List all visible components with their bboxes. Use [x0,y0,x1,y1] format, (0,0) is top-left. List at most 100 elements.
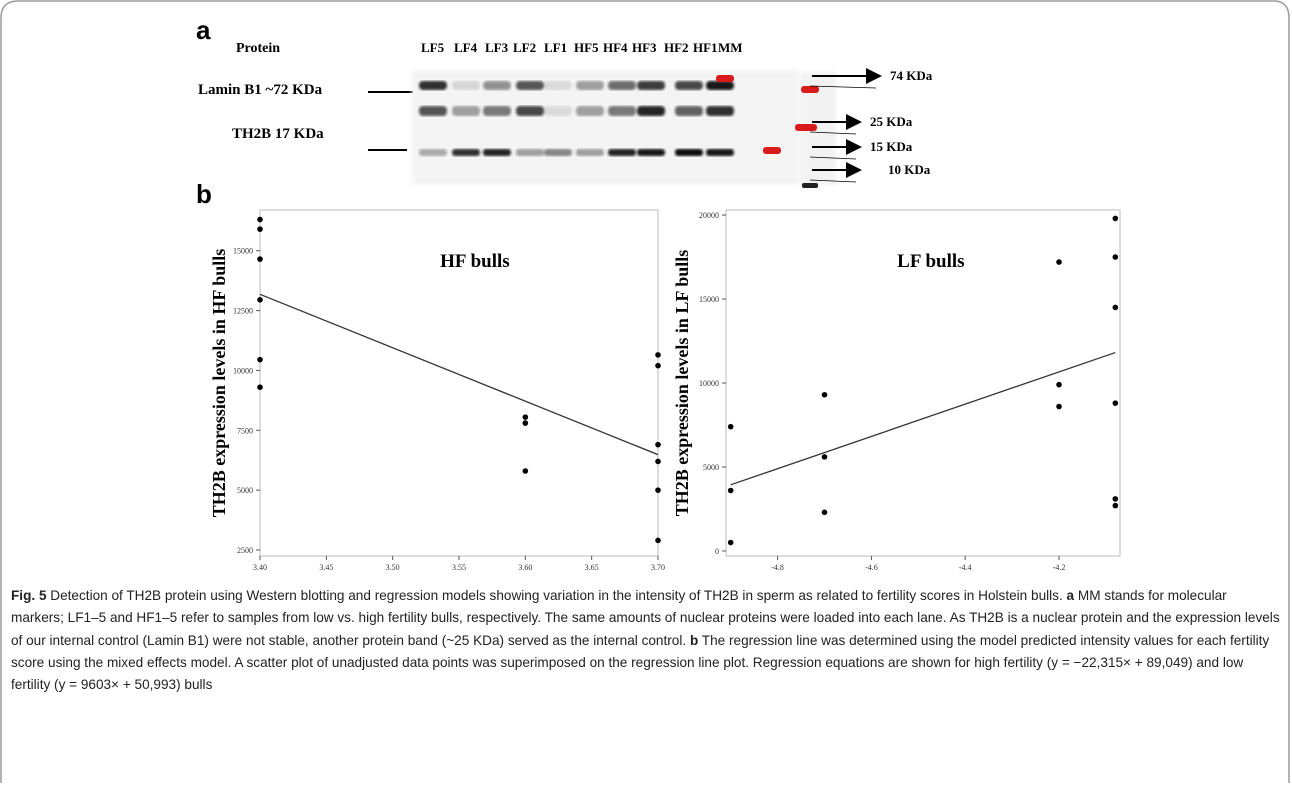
lane-label-hf4: HF4 [603,40,628,55]
band-25kda [516,106,544,116]
lane-label-lf2: LF2 [513,40,536,55]
data-point [257,226,263,232]
data-point [655,487,661,493]
data-point [522,420,529,426]
band-lamin [516,81,544,90]
data-point [522,468,529,474]
band-lamin [637,81,665,90]
saturated-band [716,75,734,82]
band-th2b [576,149,604,156]
x-tick-label: 3.55 [452,563,466,572]
saturated-band [763,147,781,154]
marker-label: 15 KDa [870,139,913,154]
y-tick-label: 20000 [699,211,719,220]
caption-fig-label: Fig. 5 [11,588,47,603]
panel-b-letter: b [196,179,212,209]
band-25kda [608,106,636,116]
band-25kda [419,106,447,116]
data-point [1112,502,1119,509]
band-th2b [419,149,447,156]
data-point [727,423,734,430]
y-tick-label: 15000 [699,295,719,304]
panel-a-letter: a [196,15,211,45]
y-axis-label: TH2B expression levels in LF bulls [672,250,692,517]
band-25kda [637,106,665,116]
chart-title: HF bulls [440,251,510,272]
caption-intro: Detection of TH2B protein using Western … [46,588,1067,603]
band-lamin [608,81,636,90]
regression-line [259,293,659,456]
y-tick-label: 5000 [237,486,253,495]
data-point [821,391,828,398]
row-label-th2b: TH2B 17 KDa [232,126,324,142]
data-point [727,539,734,546]
data-point [655,458,661,465]
y-tick-label: 0 [715,547,719,556]
y-tick-label: 7500 [237,426,253,435]
marker-underline [809,179,857,183]
band-th2b [516,149,544,156]
band-lamin [675,81,703,90]
x-tick-label: 3.70 [651,563,665,572]
marker-label: 74 KDa [890,68,933,83]
lane-label-lf4: LF4 [454,40,478,55]
lane-label-hf2: HF2 [664,40,689,55]
data-point [1112,254,1119,260]
data-point [1112,496,1119,502]
band-25kda [706,106,734,116]
data-point [821,509,828,516]
saturated-band [795,124,817,131]
y-tick-label: 12500 [233,307,253,316]
western-blot: Protein LF5 LF4 LF3 LF2 LF1 HF5 HF4 HF3 HF2 HF1 MM… [198,40,933,188]
row-labels: Lamin B1 ~72 KDa TH2B 17 KDa [198,82,324,142]
x-tick-label: 3.50 [386,563,400,572]
saturated-band [801,86,819,93]
lane-label-hf1: HF1 [693,40,718,55]
band-th2b [544,149,572,156]
data-point [257,296,263,303]
data-point [1056,403,1062,410]
lane-labels: LF5 LF4 LF3 LF2 LF1 HF5 HF4 HF3 HF2 HF1 MM [421,40,743,55]
band-lamin [576,81,604,90]
x-tick-label: 3.45 [319,563,333,572]
band-lamin [483,81,511,90]
x-tick-label: 3.40 [253,563,267,572]
marker-label: 25 KDa [870,114,913,129]
lane-label-hf3: HF3 [632,40,657,55]
data-point [655,362,661,369]
band-25kda [544,106,572,116]
data-point [655,441,661,448]
caption-b-label: b [689,632,699,648]
band-lamin [452,81,480,90]
x-tick-label: -4.6 [865,563,878,572]
data-point [1112,215,1119,222]
band-th2b [637,149,665,156]
blot-bands [419,75,819,188]
lane-label-lf5: LF5 [421,40,445,55]
marker-underline [809,85,877,89]
data-point [257,384,263,390]
band-th2b [675,149,703,156]
data-point [655,537,661,544]
data-point [1056,259,1062,265]
data-point [821,454,828,460]
x-tick-label: -4.4 [959,563,972,572]
band-th2b [483,149,511,156]
lane-label-mm: MM [718,40,743,55]
band-th2b [452,149,480,156]
marker-label: 10 KDa [888,162,931,177]
lane-label-hf5: HF5 [574,40,599,55]
x-tick-label: 3.65 [585,563,599,572]
chart-title: LF bulls [897,251,964,272]
regression-line [730,351,1116,486]
figure-caption: Fig. 5 Detection of TH2B protein using W… [11,585,1281,696]
lane-label-lf1: LF1 [544,40,567,55]
chart-hf-bulls: 2500 5000 7500 10000 12500 15000 3.40 3.45 3.50 3… [209,209,665,572]
data-point [1112,400,1119,406]
x-tick-label: -4.2 [1053,563,1066,572]
band-lamin [419,81,447,90]
band-th2b [706,149,734,156]
data-point [522,414,529,420]
band-25kda [483,106,511,116]
